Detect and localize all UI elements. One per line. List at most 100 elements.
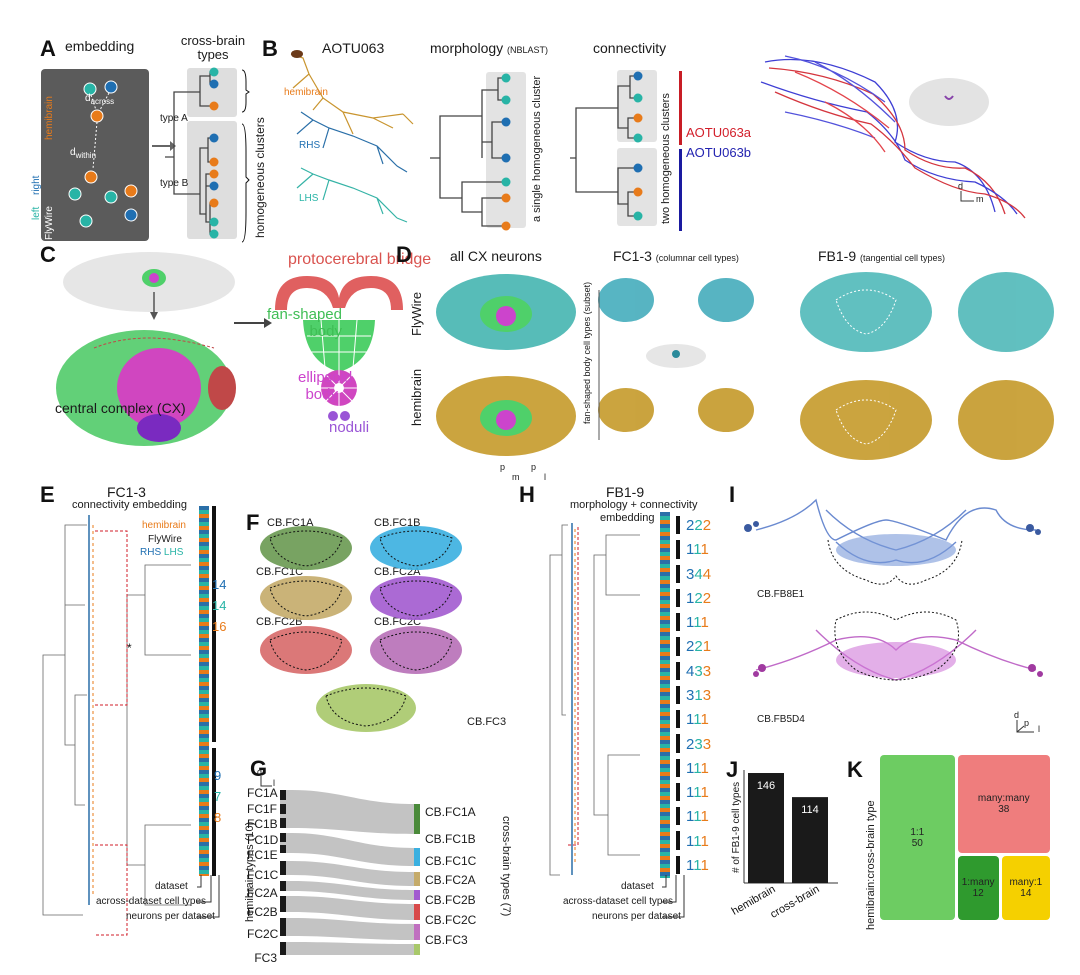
i-axis-icon: [1016, 720, 1034, 733]
fb-count-value: 1: [693, 808, 701, 826]
fb-celltype-bar: [676, 807, 680, 826]
fb-count-row: 111: [686, 541, 709, 558]
fb-count-value: 1: [686, 856, 694, 874]
panel-b-label: B: [262, 36, 278, 61]
cx-schematic: [275, 276, 403, 421]
fb-count-value: 2: [686, 638, 695, 656]
g-left-types: FC1A FC1F FC1B FC1D FC1E FC1C FC2A FC2B …: [247, 786, 279, 965]
fb-count-value: 1: [700, 759, 709, 777]
morphology-title: morphology (NBLAST): [430, 40, 549, 56]
fb-count-value: 3: [694, 662, 703, 680]
single-cluster-label: a single homogeneous cluster: [531, 75, 543, 222]
fb-title: FB1-9 (tangential cell types): [818, 248, 946, 264]
fb-celltype-bar: [676, 831, 680, 850]
fb-celltype-bar: [676, 758, 680, 777]
treemap-value: 14: [1020, 887, 1032, 899]
d-axis-e-p: p: [531, 462, 537, 472]
fb-count-row: 122: [686, 590, 711, 607]
h-footer-celltypes: across-dataset cell types: [563, 896, 674, 907]
aotu063a-label: AOTU063a: [686, 125, 752, 140]
fb-count-row: 233: [686, 736, 711, 753]
fb-count-value: 1: [693, 856, 701, 874]
fb-celltype-bar: [676, 588, 680, 608]
cluster-b-bar: [679, 149, 682, 231]
flow-fc3: [280, 942, 414, 955]
fb-count-value: 1: [700, 832, 709, 850]
fb-celltype-bar: [676, 710, 680, 729]
cluster-a-box: [617, 70, 657, 142]
bar-value-label: 114: [801, 804, 819, 816]
fsb-label: fan-shaped body: [266, 306, 342, 340]
fc-morphology-renders: [260, 526, 462, 732]
left-axis-label: left: [31, 206, 42, 220]
fb-celltype-bar: [676, 516, 680, 535]
fb-celltype-bar: [676, 855, 680, 874]
fb-count-value: 3: [694, 735, 703, 753]
treemap-category: many:many: [977, 792, 1030, 804]
fb-dendrogram: [549, 523, 640, 876]
fb-count-row: 433: [686, 663, 711, 680]
crossbrain-dendrogram: [165, 67, 250, 243]
fb-celltype-bar: [676, 613, 680, 632]
g-right-types: CB.FC1A CB.FC1B CB.FC1C CB.FC2A CB.FC2B …: [425, 805, 477, 947]
fb-count-value: 4: [702, 565, 712, 583]
arrow-icon: [152, 141, 176, 151]
fb-celltype-bar: [676, 661, 680, 680]
f-axis-d: d: [257, 767, 263, 777]
aotu063-overlay-render: [760, 55, 1026, 219]
i-axis-p: p: [1024, 718, 1030, 728]
b-lhs-label: LHS: [299, 193, 319, 204]
fb-count-value: 2: [694, 517, 703, 535]
connectivity-dendrogram: [570, 71, 643, 221]
treemap-category: many:1: [1009, 876, 1043, 888]
b-rhs-label: RHS: [299, 140, 321, 151]
panel-j-label: J: [726, 757, 739, 782]
treemap-cell-1-1: 1:1 50: [880, 755, 955, 920]
pb-label: protocerebral bridge: [288, 251, 432, 268]
d-across-label: dacross: [85, 93, 115, 106]
fb-celltype-bar: [676, 564, 680, 583]
treemap-cell-1-many: 1:many 12: [957, 855, 999, 920]
fb-count-value: 4: [694, 565, 703, 583]
hemibrain-axis-label: hemibrain: [44, 96, 55, 140]
e-footer-neurons: neurons per dataset: [126, 911, 215, 922]
e-footer-celltypes: across-dataset cell types: [96, 896, 207, 907]
eb-label: ellipsoid body: [298, 369, 353, 403]
treemap-value: 12: [972, 887, 984, 899]
fb-count-row: 221: [686, 638, 711, 655]
b-axis-d: d: [958, 181, 964, 191]
fb-count-value: 1: [700, 711, 709, 729]
panel-f-label: F: [246, 510, 260, 535]
fb-count-value: 1: [700, 856, 709, 874]
fc-title: FC1-3 (columnar cell types): [613, 248, 739, 264]
bar-category-label: cross-brain: [768, 883, 821, 921]
fb-count-row: 111: [686, 808, 709, 825]
f-type-fc2b: CB.FC2B: [256, 616, 303, 628]
fb-count-value: 1: [693, 541, 701, 559]
flow-fc2c: [280, 918, 414, 940]
aotu063-morphologies: [290, 50, 414, 223]
hemibrain-to-crossbrain-sankey: [280, 790, 420, 955]
e-legend-flywire: FlyWire: [148, 534, 182, 545]
e-footer-arrows: [197, 875, 220, 918]
fb-counts: 222 111 344 122 111 221 433 313 111 233 111 111 111 1…: [676, 514, 756, 878]
treemap-category: 1:many: [961, 876, 995, 888]
fb-count-value: 1: [700, 784, 709, 802]
fb-count-value: 1: [686, 784, 694, 802]
bar-value-label: 146: [757, 780, 775, 792]
fb-count-value: 1: [702, 638, 712, 656]
fb-count-value: 1: [700, 541, 709, 559]
fb-count-value: 4: [686, 662, 695, 680]
all-cx-title: all CX neurons: [450, 248, 542, 264]
fb-neuron-renders: [744, 498, 1043, 681]
d-axis-d-p: p: [500, 462, 506, 472]
fb-count-row: 222: [686, 517, 711, 534]
flow-fc1a: [280, 790, 414, 834]
fc-dataset-strip: [199, 506, 209, 876]
fb-count-value: 2: [694, 589, 703, 607]
fb-celltype-bar: [676, 782, 680, 802]
fb-count-value: 1: [693, 832, 701, 850]
crossbrain-title: cross-brain types: [180, 33, 246, 62]
fb-celltype-bar: [676, 637, 680, 656]
